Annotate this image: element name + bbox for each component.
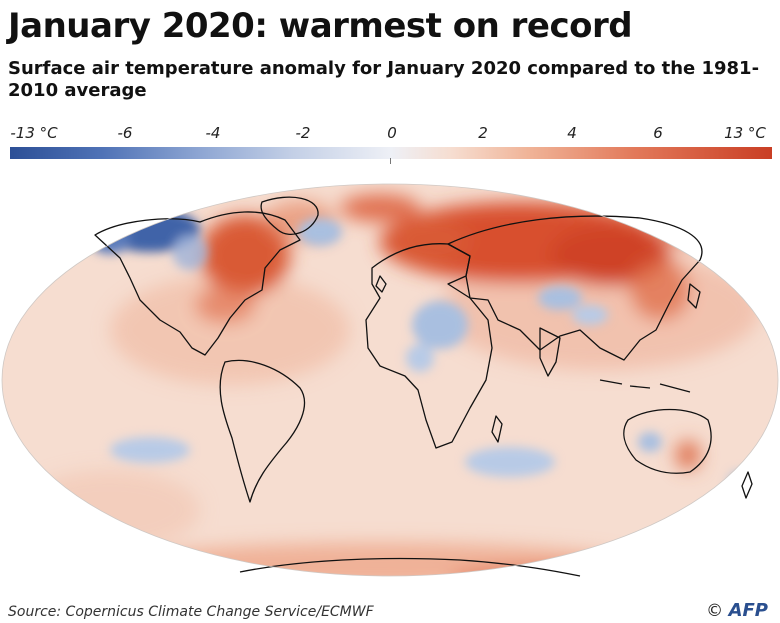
chart-subtitle: Surface air temperature anomaly for Janu… (8, 58, 760, 101)
australia-outline (623, 408, 712, 474)
scale-tick: 2 (478, 124, 488, 142)
scale-tick-labels: -13 °C -6 -4 -2 0 2 4 6 13 °C (0, 124, 780, 144)
copyright-symbol: © (706, 601, 724, 621)
scale-tick: 13 °C (724, 124, 766, 142)
antarctica-outline (239, 557, 581, 577)
color-scale-bar (10, 147, 772, 159)
uk-outline (375, 275, 387, 293)
agency-credit: © AFP (706, 600, 768, 621)
japan-outline (687, 283, 701, 309)
scale-tick: 4 (567, 124, 577, 142)
chart-title: January 2020: warmest on record (8, 6, 633, 46)
asia-outline (447, 215, 703, 361)
new-zealand-outline (741, 471, 753, 499)
europe-africa-outline (365, 243, 493, 449)
afp-logo: AFP (728, 600, 768, 621)
indonesia-outline (599, 379, 691, 393)
south-america-outline (219, 359, 306, 503)
zero-marker (390, 158, 391, 164)
india-outline (539, 327, 561, 377)
scale-tick: -2 (295, 124, 311, 142)
north-america-outline (94, 211, 301, 356)
source-note: Source: Copernicus Climate Change Servic… (8, 604, 374, 620)
scale-tick: -13 °C (10, 124, 58, 142)
scale-tick: 0 (387, 124, 397, 142)
scale-tick: -6 (117, 124, 133, 142)
coastlines (94, 196, 753, 577)
scale-tick: 6 (653, 124, 663, 142)
globe-border (1, 183, 779, 577)
madagascar-outline (491, 415, 503, 443)
scale-tick: -4 (205, 124, 221, 142)
world-anomaly-map (1, 183, 779, 577)
greenland-outline (260, 196, 319, 235)
